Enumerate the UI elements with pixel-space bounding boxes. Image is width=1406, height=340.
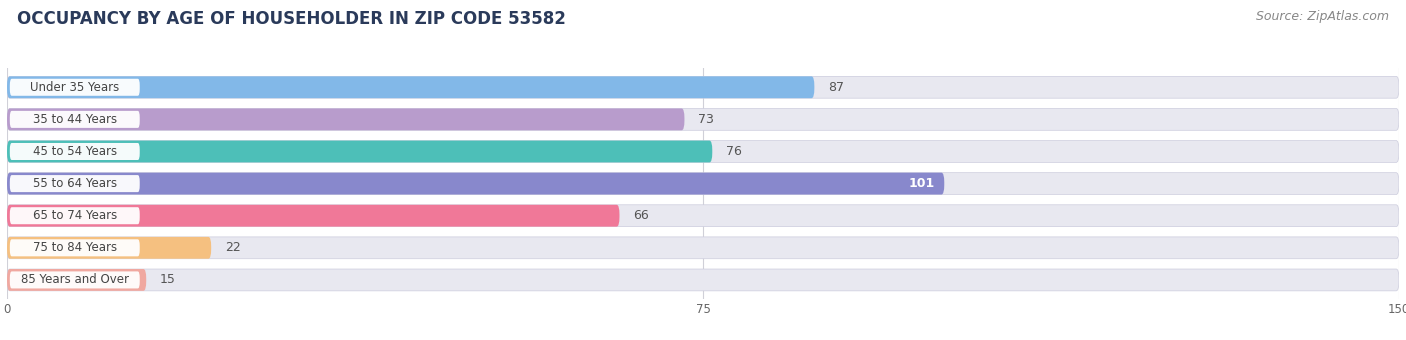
FancyBboxPatch shape [7,140,713,163]
Text: 87: 87 [828,81,844,94]
Text: 65 to 74 Years: 65 to 74 Years [32,209,117,222]
Text: 101: 101 [908,177,935,190]
FancyBboxPatch shape [7,76,814,98]
FancyBboxPatch shape [7,108,1399,130]
FancyBboxPatch shape [7,173,945,194]
FancyBboxPatch shape [7,237,211,259]
FancyBboxPatch shape [7,108,685,130]
FancyBboxPatch shape [7,173,1399,194]
FancyBboxPatch shape [10,79,139,96]
Text: 15: 15 [160,273,176,286]
FancyBboxPatch shape [7,205,1399,227]
FancyBboxPatch shape [10,111,139,128]
Text: 66: 66 [633,209,650,222]
Text: 55 to 64 Years: 55 to 64 Years [32,177,117,190]
FancyBboxPatch shape [10,143,139,160]
Text: 75 to 84 Years: 75 to 84 Years [32,241,117,254]
FancyBboxPatch shape [10,239,139,256]
Text: Source: ZipAtlas.com: Source: ZipAtlas.com [1256,10,1389,23]
Text: 45 to 54 Years: 45 to 54 Years [32,145,117,158]
FancyBboxPatch shape [7,269,146,291]
Text: Under 35 Years: Under 35 Years [30,81,120,94]
FancyBboxPatch shape [7,269,1399,291]
FancyBboxPatch shape [10,175,139,192]
FancyBboxPatch shape [7,205,620,227]
Text: 22: 22 [225,241,240,254]
FancyBboxPatch shape [10,207,139,224]
FancyBboxPatch shape [7,140,1399,163]
FancyBboxPatch shape [7,76,1399,98]
Text: 35 to 44 Years: 35 to 44 Years [32,113,117,126]
FancyBboxPatch shape [10,271,139,288]
Text: 85 Years and Over: 85 Years and Over [21,273,129,286]
Text: OCCUPANCY BY AGE OF HOUSEHOLDER IN ZIP CODE 53582: OCCUPANCY BY AGE OF HOUSEHOLDER IN ZIP C… [17,10,565,28]
Text: 73: 73 [699,113,714,126]
Text: 76: 76 [725,145,742,158]
FancyBboxPatch shape [7,237,1399,259]
